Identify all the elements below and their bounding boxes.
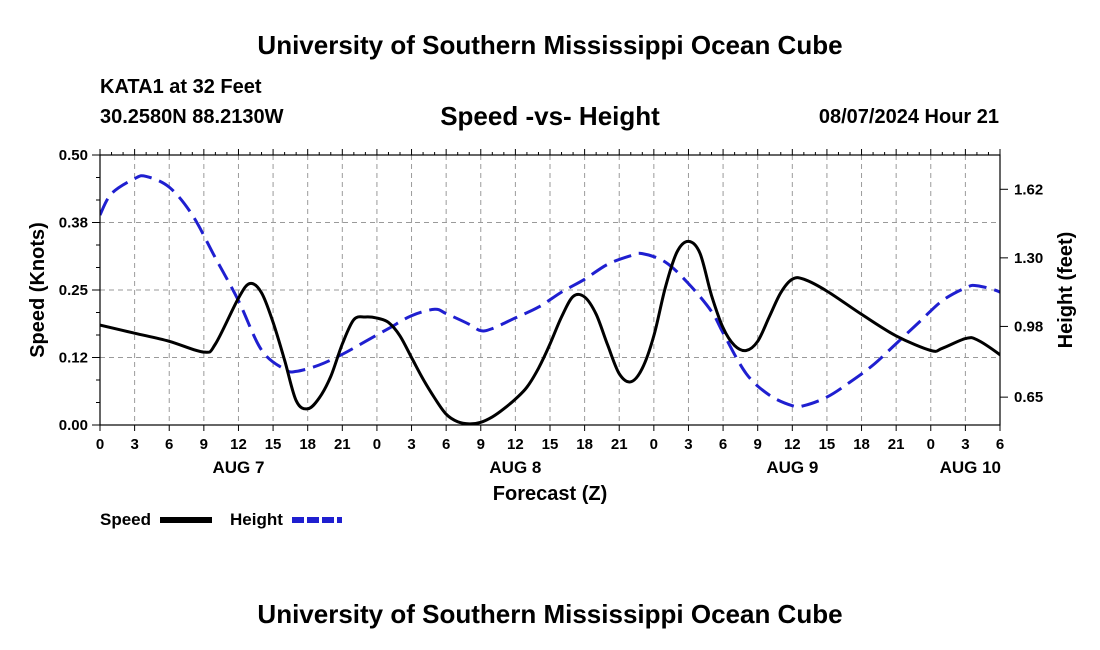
station-coordinates: 30.2580N 88.2130W [100,106,284,128]
page-title: University of Southern Mississippi Ocean… [257,30,843,60]
x-tick-label: 12 [230,436,247,453]
x-tick-label: 9 [477,436,485,453]
x-tick-label: 15 [819,436,836,453]
x-tick-label: 3 [407,436,415,453]
footer-title: University of Southern Mississippi Ocean… [257,599,843,629]
plot-frame [99,154,1001,426]
x-tick-label: 0 [927,436,935,453]
x-tick-label: 18 [576,436,593,453]
x-axis-title: Forecast (Z) [493,483,607,505]
x-tick-label: 6 [719,436,727,453]
y-right-tick-label: 1.30 [1014,250,1043,267]
y-right-axis-title: Height (feet) [1055,232,1077,349]
y-left-axis-title: Speed (Knots) [27,222,49,358]
chart-title: Speed -vs- Height [440,101,660,131]
date-label: AUG 9 [766,458,818,477]
forecast-datetime: 08/07/2024 Hour 21 [818,106,999,128]
x-tick-label: 3 [130,436,138,453]
x-tick-label: 12 [507,436,524,453]
date-label: AUG 7 [212,458,264,477]
x-tick-label: 21 [334,436,351,453]
x-tick-label: 6 [442,436,450,453]
x-tick-label: 18 [299,436,316,453]
y-left-tick-label: 0.25 [59,282,88,299]
x-tick-label: 15 [542,436,559,453]
x-tick-label: 12 [784,436,801,453]
station-label: KATA1 at 32 Feet [100,76,262,98]
x-tick-label: 18 [853,436,870,453]
x-tick-label: 9 [200,436,208,453]
y-left-tick-label: 0.50 [59,147,88,164]
y-right-tick-label: 1.62 [1014,181,1043,198]
x-tick-label: 6 [165,436,173,453]
height-series-line [100,174,1000,409]
x-tick-label: 3 [684,436,692,453]
y-right-tick-label: 0.65 [1014,389,1043,406]
x-tick-label: 15 [265,436,282,453]
x-tick-label: 3 [961,436,969,453]
y-right-tick-label: 0.98 [1014,318,1043,335]
x-tick-label: 0 [96,436,104,453]
speed-legend-label: Speed [100,510,151,529]
speed-series-line [100,239,1000,425]
x-tick-label: 0 [373,436,381,453]
date-label: AUG 8 [489,458,541,477]
x-tick-label: 0 [650,436,658,453]
date-label: AUG 10 [940,458,1001,477]
x-tick-label: 9 [754,436,762,453]
x-tick-label: 21 [611,436,628,453]
height-legend-label: Height [230,510,283,529]
y-left-tick-label: 0.12 [59,350,88,367]
x-tick-label: 6 [996,436,1004,453]
y-left-tick-label: 0.38 [59,215,88,232]
y-left-tick-label: 0.00 [59,417,88,434]
x-tick-label: 21 [888,436,905,453]
